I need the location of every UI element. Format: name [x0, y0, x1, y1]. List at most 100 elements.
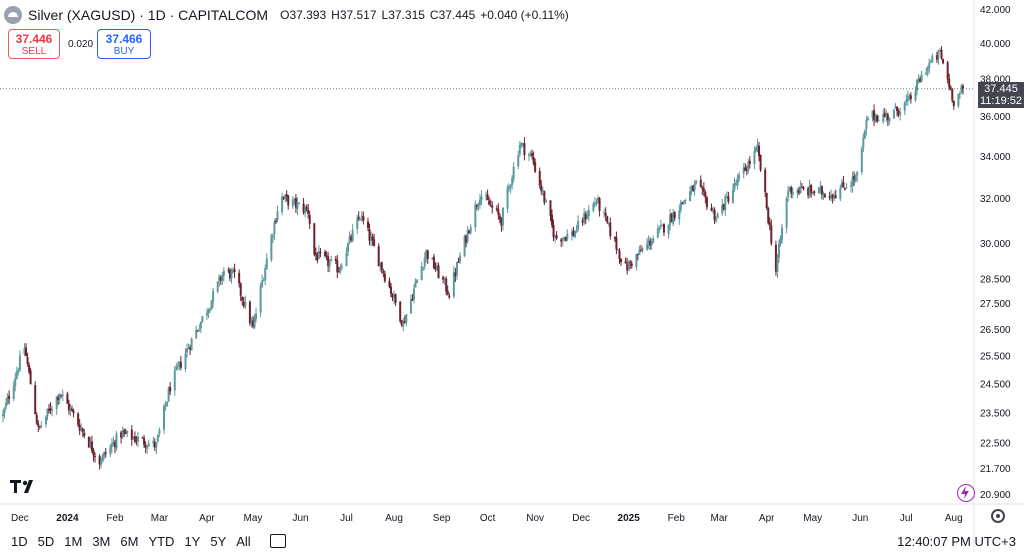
candle-body — [693, 183, 696, 191]
buy-price: 37.466 — [105, 32, 143, 46]
candle — [500, 217, 503, 232]
timeframe-ytd[interactable]: YTD — [148, 533, 175, 549]
timeframe-6m[interactable]: 6M — [120, 533, 139, 549]
candle — [368, 223, 371, 246]
candle — [313, 223, 316, 257]
candle — [480, 190, 483, 206]
candle-body — [166, 401, 169, 406]
candle — [820, 185, 823, 200]
timeframe-1m[interactable]: 1M — [64, 533, 83, 549]
candle — [308, 210, 311, 230]
tradingview-logo-icon[interactable] — [10, 478, 40, 494]
candle-body — [340, 266, 343, 268]
y-tick-label: 26.500 — [980, 325, 1011, 336]
candle — [35, 412, 38, 425]
candle — [167, 386, 170, 402]
candle-body — [336, 260, 339, 273]
candle — [636, 253, 639, 261]
candle-body — [156, 435, 159, 442]
candle — [595, 198, 598, 207]
candle — [885, 110, 888, 123]
candle — [745, 165, 748, 176]
candle-body — [296, 202, 299, 209]
candle — [787, 185, 790, 203]
candle-body — [222, 270, 225, 277]
candle — [656, 224, 659, 239]
candle-body — [130, 429, 133, 440]
candle — [684, 198, 687, 205]
lightning-icon[interactable] — [957, 484, 975, 502]
timeframe-5d[interactable]: 5D — [37, 533, 55, 549]
candle-body — [416, 279, 419, 283]
candle — [130, 425, 133, 446]
candle — [207, 308, 210, 319]
candle-body — [452, 271, 455, 297]
timeframe-1d[interactable]: 1D — [11, 533, 28, 549]
candle-body — [124, 432, 127, 434]
timeframe-all[interactable]: All — [236, 533, 251, 549]
calendar-icon[interactable] — [269, 534, 286, 548]
candle-body — [670, 213, 673, 223]
candle — [925, 67, 928, 76]
candle-body — [232, 269, 235, 271]
candle — [692, 184, 695, 192]
candle — [474, 200, 477, 232]
candle — [382, 268, 385, 278]
candle — [517, 150, 520, 170]
candle-body — [882, 114, 885, 122]
candle — [940, 46, 943, 60]
clock[interactable]: 12:40:07 PM UTC+3 — [897, 533, 1016, 549]
symbol-title[interactable]: Silver (XAGUSD) · 1D · CAPITALCOM — [28, 7, 269, 23]
candle — [98, 454, 101, 470]
candle — [551, 209, 554, 228]
y-tick-label: 20.900 — [980, 490, 1011, 501]
candle — [371, 233, 374, 246]
change-value: +0.040 (+0.11%) — [480, 8, 569, 22]
candle-body — [81, 428, 84, 432]
candle-body — [551, 215, 554, 226]
candle — [297, 202, 300, 205]
candle — [366, 217, 369, 232]
candle — [802, 186, 805, 191]
timeframe-3m[interactable]: 3M — [92, 533, 111, 549]
candle-body — [759, 155, 762, 171]
candle-body — [175, 366, 178, 370]
y-tick-label: 24.500 — [980, 380, 1011, 391]
sell-button[interactable]: 37.446 SELL — [8, 29, 60, 59]
candle — [458, 251, 461, 265]
candle-body — [164, 405, 167, 407]
candle — [860, 146, 863, 175]
candle — [952, 100, 955, 110]
candle — [682, 200, 685, 206]
timeframe-5y[interactable]: 5Y — [210, 533, 227, 549]
candle — [613, 236, 616, 242]
candle-body — [480, 196, 483, 201]
candle-body — [255, 313, 258, 320]
candle-body — [842, 181, 845, 188]
settings-gear-icon[interactable] — [991, 509, 1005, 523]
candle-body — [377, 246, 380, 267]
candle — [370, 231, 373, 247]
candle — [957, 93, 960, 109]
candle — [486, 189, 489, 201]
candle-body — [561, 237, 564, 241]
candle-body — [615, 237, 618, 250]
timeframe-1y[interactable]: 1Y — [184, 533, 201, 549]
candle — [89, 437, 92, 449]
candle-body — [958, 93, 961, 95]
candle-body — [754, 148, 757, 152]
candle-body — [952, 100, 955, 107]
candle — [520, 142, 523, 149]
candle-body — [445, 278, 448, 292]
candle — [574, 230, 577, 239]
candle — [403, 315, 406, 324]
candle — [17, 367, 20, 376]
candle — [360, 210, 363, 222]
candle-body — [153, 441, 156, 448]
candle-body — [917, 79, 920, 81]
buy-button[interactable]: 37.466 BUY — [97, 29, 151, 59]
candle-body — [423, 257, 426, 267]
candle-body — [319, 252, 322, 254]
candle — [555, 231, 558, 240]
